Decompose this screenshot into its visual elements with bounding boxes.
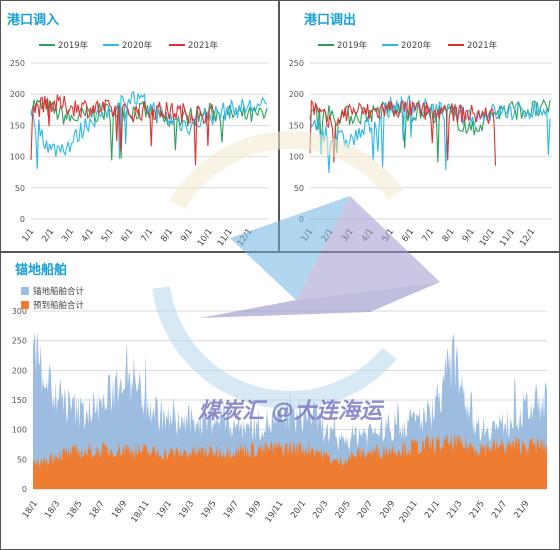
y-tick-label: 300 bbox=[12, 307, 27, 316]
legend-label: 锚地船舶合计 bbox=[33, 286, 85, 297]
x-tick-label: 19/11 bbox=[264, 499, 286, 525]
x-tick-label: 6/1 bbox=[400, 227, 416, 244]
anchorage-chart: 0 50 100 150 200 250 300 18/1 18/3 18/5 18/7 18/9 18… bbox=[12, 286, 547, 525]
x-tick-label: 20/7 bbox=[356, 499, 375, 520]
y-tick-label: 0 bbox=[299, 215, 304, 224]
x-tick-label: 6/1 bbox=[120, 227, 136, 244]
series-area bbox=[33, 432, 547, 489]
y-tick-label: 0 bbox=[22, 485, 27, 494]
x-tick-label: 20/9 bbox=[378, 499, 397, 520]
x-tick-label: 11/1 bbox=[498, 227, 517, 248]
x-tick-label: 21/1 bbox=[423, 499, 442, 520]
x-tick-label: 12/1 bbox=[235, 227, 254, 248]
x-tick-label: 19/9 bbox=[244, 499, 263, 520]
x-tick-label: 9/1 bbox=[461, 227, 477, 244]
x-tick-label: 19/5 bbox=[200, 499, 219, 520]
y-tick-label: 150 bbox=[289, 121, 304, 130]
y-tick-label: 250 bbox=[10, 59, 25, 68]
x-tick-label: 10/1 bbox=[478, 227, 497, 248]
legend-label: 预到船舶合计 bbox=[33, 300, 85, 311]
x-tick-label: 10/1 bbox=[196, 227, 215, 248]
x-tick-label: 2/1 bbox=[40, 227, 56, 244]
y-tick-label: 200 bbox=[12, 366, 27, 375]
legend-label: 2020年 bbox=[401, 40, 432, 51]
x-tick-label: 3/1 bbox=[60, 227, 76, 244]
port-inbound-panel: 港口调入 0 50 100 150 200 250 1/1 2/1 3/1 4/1 5/1 6/1 7/… bbox=[0, 0, 279, 252]
x-tick-label: 4/1 bbox=[80, 227, 96, 244]
x-tick-label: 4/1 bbox=[360, 227, 376, 244]
y-tick-label: 200 bbox=[289, 90, 304, 99]
legend-label: 2019年 bbox=[58, 40, 89, 51]
y-tick-label: 50 bbox=[15, 184, 25, 193]
chart-title-anchorage: 锚地船舶 bbox=[15, 263, 68, 278]
x-tick-label: 7/1 bbox=[420, 227, 436, 244]
series-area bbox=[33, 330, 547, 489]
x-tick-label: 20/3 bbox=[311, 499, 330, 520]
x-tick-label: 7/1 bbox=[139, 227, 155, 244]
x-tick-label: 8/1 bbox=[441, 227, 457, 244]
y-tick-label: 150 bbox=[10, 121, 25, 130]
legend-label: 2021年 bbox=[467, 40, 498, 51]
y-tick-label: 0 bbox=[20, 215, 25, 224]
legend-label: 2019年 bbox=[337, 40, 368, 51]
x-tick-label: 18/3 bbox=[43, 499, 62, 520]
y-tick-label: 100 bbox=[12, 426, 27, 435]
y-tick-label: 200 bbox=[10, 90, 25, 99]
x-tick-label: 9/1 bbox=[179, 227, 195, 244]
legend-swatch bbox=[21, 287, 29, 295]
y-tick-label: 150 bbox=[12, 396, 27, 405]
x-tick-label: 5/1 bbox=[100, 227, 116, 244]
x-tick-label: 18/9 bbox=[110, 499, 129, 520]
x-tick-label: 18/7 bbox=[88, 499, 107, 520]
x-tick-label: 8/1 bbox=[159, 227, 175, 244]
port-inbound-chart: 0 50 100 150 200 250 1/1 2/1 3/1 4/1 5/1 6/1 7/1 8/1 9… bbox=[10, 40, 269, 248]
x-tick-label: 21/9 bbox=[512, 499, 531, 520]
series-line bbox=[30, 94, 215, 166]
x-tick-label: 18/1 bbox=[21, 499, 40, 520]
x-tick-label: 20/1 bbox=[289, 499, 308, 520]
legend-label: 2021年 bbox=[188, 40, 219, 51]
y-tick-label: 100 bbox=[289, 153, 304, 162]
y-tick-label: 50 bbox=[17, 455, 27, 464]
x-tick-label: 11/1 bbox=[216, 227, 235, 248]
x-tick-label: 19/3 bbox=[177, 499, 196, 520]
y-tick-label: 50 bbox=[294, 184, 304, 193]
x-tick-label: 2/1 bbox=[320, 227, 336, 244]
port-outbound-panel: 港口调出 0 50 100 150 200 250 1/1 2/1 3/1 4/1 5/1 6/1 7/… bbox=[279, 0, 560, 252]
x-tick-label: 3/1 bbox=[340, 227, 356, 244]
series-line bbox=[30, 90, 268, 169]
x-tick-label: 18/5 bbox=[65, 499, 84, 520]
x-tick-label: 19/1 bbox=[155, 499, 174, 520]
port-outbound-chart: 0 50 100 150 200 250 1/1 2/1 3/1 4/1 5/1 6/1 7/1 8/1 9… bbox=[289, 40, 552, 248]
series-line bbox=[309, 99, 497, 166]
anchorage-panel: 锚地船舶 0 50 100 150 200 250 300 18/1 18/3 18/5 18/7 1… bbox=[0, 252, 560, 550]
y-tick-label: 250 bbox=[12, 337, 27, 346]
y-tick-label: 250 bbox=[289, 59, 304, 68]
legend-label: 2020年 bbox=[122, 40, 153, 51]
x-tick-label: 18/11 bbox=[129, 499, 151, 525]
y-tick-label: 100 bbox=[10, 153, 25, 162]
series-line bbox=[30, 98, 268, 161]
x-tick-label: 1/1 bbox=[299, 227, 315, 244]
x-tick-label: 20/5 bbox=[334, 499, 353, 520]
x-tick-label: 21/5 bbox=[468, 499, 487, 520]
chart-title-outbound: 港口调出 bbox=[304, 13, 357, 28]
x-tick-label: 21/7 bbox=[490, 499, 509, 520]
legend-swatch bbox=[21, 301, 29, 309]
x-tick-label: 5/1 bbox=[380, 227, 396, 244]
chart-title-inbound: 港口调入 bbox=[7, 13, 60, 28]
x-tick-label: 20/11 bbox=[398, 499, 420, 525]
x-tick-label: 19/7 bbox=[222, 499, 241, 520]
x-tick-label: 21/3 bbox=[445, 499, 464, 520]
x-tick-label: 12/1 bbox=[518, 227, 537, 248]
x-tick-label: 1/1 bbox=[20, 227, 36, 244]
